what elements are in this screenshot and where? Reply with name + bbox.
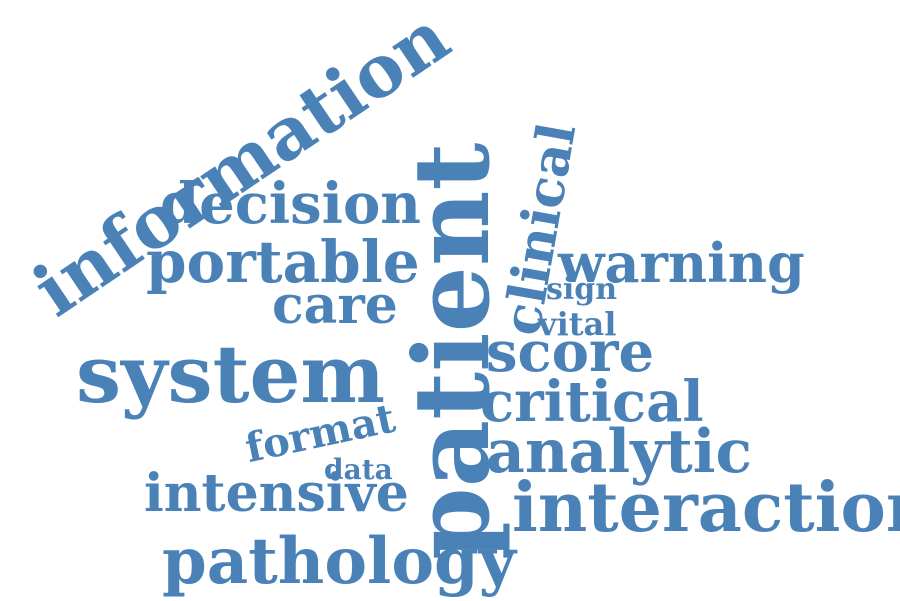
word-pathology: pathology — [162, 524, 516, 599]
word-score: score — [486, 319, 655, 385]
word-system: system — [76, 327, 386, 421]
word-sign: sign — [546, 272, 618, 307]
word-warning: warning — [558, 231, 805, 295]
word-data: data — [324, 453, 393, 486]
word-critical: critical — [480, 369, 704, 435]
word-decision: decision — [160, 171, 422, 237]
word-analytic: analytic — [486, 417, 753, 487]
word-interaction: interaction — [512, 468, 900, 548]
word-care: care — [272, 275, 398, 336]
word-portable: portable — [146, 228, 420, 296]
word-intensive: intensive — [144, 463, 409, 524]
word-vital: vital — [538, 305, 617, 343]
